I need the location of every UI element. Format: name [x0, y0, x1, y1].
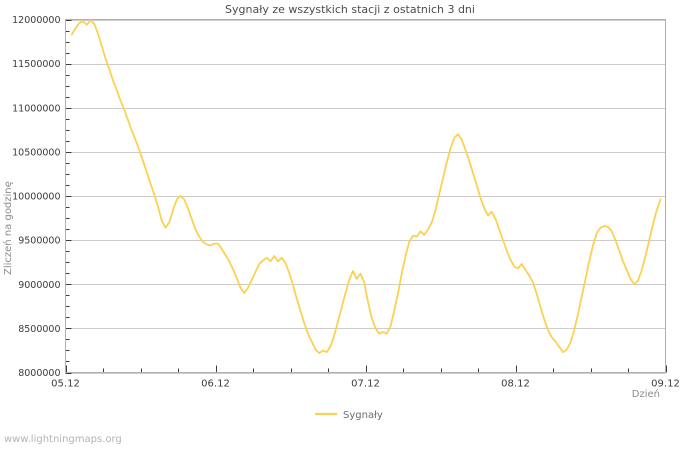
x-minor-ticks-group [66, 365, 667, 373]
gridlines-group [65, 20, 666, 374]
series-line-sygnaly [70, 19, 662, 354]
chart-legend: Sygnały [315, 410, 383, 421]
y-minor-ticks-group [65, 20, 72, 374]
x-axis-tick-label: 08.12 [501, 379, 530, 390]
y-axis-tick-label: 9000000 [18, 280, 60, 291]
y-axis-tick-label: 8500000 [18, 324, 60, 335]
y-axis-tick-label: 11000000 [12, 103, 60, 114]
x-axis-tick-label: 05.12 [51, 379, 80, 390]
y-axis-tick-labels: 8000000 8500000 9000000 9500000 10000000 1050… [12, 15, 60, 379]
legend-item[interactable]: Sygnały [315, 410, 383, 421]
x-axis-title: Dzień [632, 388, 660, 400]
y-axis-tick-label: 10000000 [12, 192, 60, 203]
x-axis-tick-labels: 05.12 06.12 07.12 08.12 09.12 [51, 379, 680, 390]
y-axis-tick-label: 11500000 [12, 59, 60, 70]
data-series-group [70, 19, 662, 354]
watermark-url: www.lightningmaps.org [4, 434, 122, 445]
y-axis-title: Zliczeń na godzinę [2, 181, 14, 275]
y-axis-tick-label: 12000000 [12, 15, 60, 26]
x-axis-tick-label: 07.12 [351, 379, 380, 390]
x-axis-tick-label: 09.12 [651, 379, 680, 390]
y-axis-tick-label: 10500000 [12, 147, 60, 158]
legend-label: Sygnały [343, 410, 383, 421]
x-axis-tick-label: 06.12 [201, 379, 230, 390]
y-axis-tick-label: 8000000 [18, 368, 60, 379]
chart-title: Sygnały ze wszystkich stacji z ostatnich… [225, 3, 475, 16]
plot-border [65, 19, 666, 373]
y-axis-tick-label: 9500000 [18, 236, 60, 247]
